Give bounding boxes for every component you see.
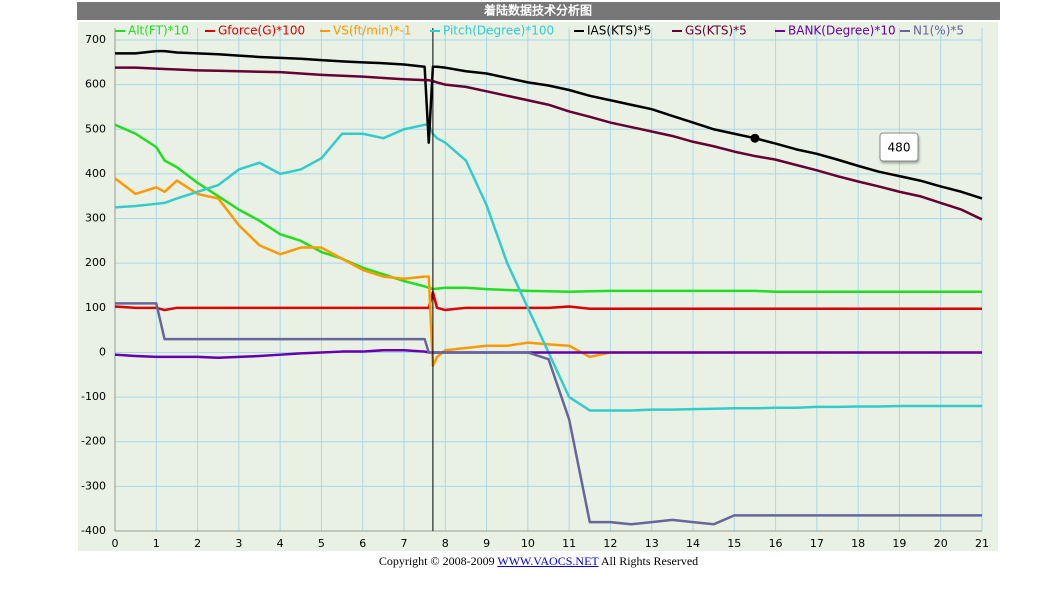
y-tick-label: 500: [85, 122, 106, 135]
series-line: [114, 123, 982, 412]
x-tick-label: 11: [562, 537, 576, 550]
legend-label: Pitch(Degree)*100: [443, 24, 554, 38]
y-tick-label: 700: [85, 33, 106, 46]
chart-background: [78, 22, 998, 551]
y-tick-label: 300: [85, 212, 106, 225]
copyright: Copyright © 2008-2009: [378, 554, 495, 568]
series-line: [115, 302, 982, 526]
site-link[interactable]: WWW.VAOCS.NET: [497, 554, 599, 568]
legend-label: IAS(KTS)*5: [587, 24, 651, 38]
legend-label: VS(ft/min)*-1: [333, 24, 412, 38]
x-tick-label: 13: [645, 537, 659, 550]
y-tick-label: -200: [81, 435, 106, 448]
x-tick-label: 21: [975, 537, 989, 550]
x-tick-label: 19: [892, 537, 906, 550]
y-tick-label: 400: [85, 167, 106, 180]
x-tick-label: 3: [235, 537, 242, 550]
x-tick-label: 15: [727, 537, 741, 550]
series-line: [114, 123, 982, 293]
x-tick-label: 20: [934, 537, 948, 550]
series-line: [114, 290, 982, 312]
x-tick-label: 4: [277, 537, 284, 550]
x-tick-label: 17: [810, 537, 824, 550]
x-tick-label: 5: [318, 537, 325, 550]
legend-label: N1(%)*5: [913, 24, 964, 38]
y-tick-label: 100: [85, 301, 106, 314]
legend-label: Alt(FT)*10: [128, 24, 189, 38]
x-tick-label: 7: [401, 537, 408, 550]
hover-point: [750, 133, 760, 143]
series-line: [115, 66, 983, 221]
rights: All Rights Reserved: [600, 554, 699, 568]
y-tick-label: -300: [81, 479, 106, 492]
x-tick-label: 8: [442, 537, 449, 550]
x-tick-label: 12: [603, 537, 617, 550]
y-tick-label: -100: [81, 390, 106, 403]
chart: 着陆数据技术分析图 -400-300-200-10001002003004005…: [77, 2, 1000, 551]
x-tick-label: 9: [483, 537, 490, 550]
footer: Copyright © 2008-2009 WWW.VAOCS.NET All …: [77, 554, 1000, 569]
legend-label: Gforce(G)*100: [218, 24, 305, 38]
title-bar: [77, 2, 1000, 20]
legend-label: GS(KTS)*5: [685, 24, 747, 38]
y-tick-label: -400: [81, 524, 106, 537]
tooltip-box: [879, 132, 919, 162]
x-tick-label: 1: [153, 537, 160, 550]
y-tick-label: 0: [99, 345, 106, 358]
tooltip-label: 480: [888, 141, 911, 155]
chart-title: 着陆数据技术分析图: [483, 3, 592, 18]
x-tick-label: 2: [194, 537, 201, 550]
y-tick-label: 600: [85, 78, 106, 91]
x-tick-label: 10: [521, 537, 535, 550]
x-tick-label: 0: [112, 537, 119, 550]
x-tick-label: 18: [851, 537, 865, 550]
x-tick-label: 14: [686, 537, 700, 550]
x-tick-label: 16: [769, 537, 783, 550]
x-tick-label: 6: [359, 537, 366, 550]
series-line: [115, 49, 983, 200]
y-tick-label: 200: [85, 256, 106, 269]
legend-label: BANK(Degree)*10: [788, 24, 896, 38]
